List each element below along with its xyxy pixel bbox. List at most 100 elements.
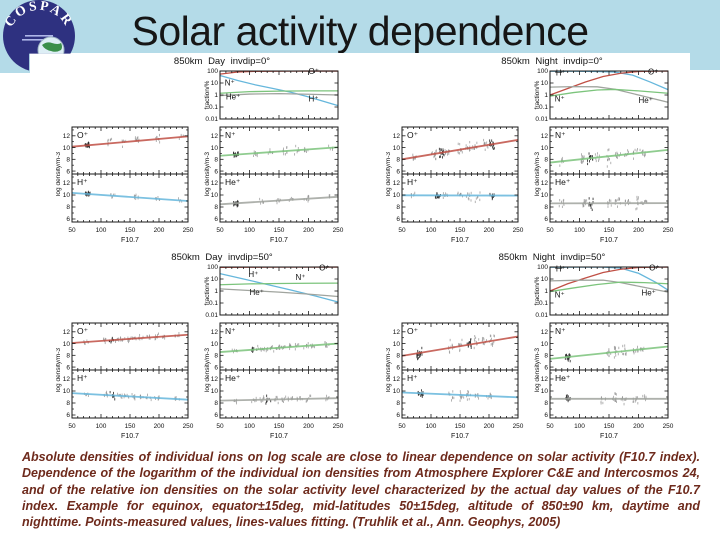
fraction-label-H⁺: H⁺ xyxy=(556,265,566,274)
svg-text:150: 150 xyxy=(125,227,136,234)
svg-text:10: 10 xyxy=(211,145,219,152)
fit-line-N⁺ xyxy=(219,146,339,157)
ion-label-O⁺: O⁺ xyxy=(77,130,89,140)
svg-text:12: 12 xyxy=(211,376,219,383)
subplot-density-O⁺: 12 10 8 6 O⁺ xyxy=(393,126,519,175)
subplot-fraction: 100 10 1 0.1 0.01 O⁺ H⁺ N⁺ He⁺ fraction/% xyxy=(204,67,339,123)
svg-text:100: 100 xyxy=(537,264,548,271)
fraction-label-O⁺: O⁺ xyxy=(649,263,659,272)
svg-text:6: 6 xyxy=(214,168,218,175)
svg-text:100: 100 xyxy=(96,227,107,234)
svg-text:0.1: 0.1 xyxy=(539,104,548,111)
fraction-label-H⁺: H⁺ xyxy=(248,270,258,279)
svg-text:10: 10 xyxy=(541,341,549,348)
svg-text:150: 150 xyxy=(274,423,285,430)
ion-label-N⁺: N⁺ xyxy=(225,326,236,336)
svg-text:8: 8 xyxy=(396,157,400,164)
subplot-density-He⁺: 12 10 8 6 He⁺ xyxy=(541,173,669,223)
subplot-density-O⁺: 12 10 8 6 O⁺ xyxy=(63,126,189,175)
fraction-line-H⁺ xyxy=(219,273,339,303)
svg-text:150: 150 xyxy=(455,227,466,234)
svg-text:1: 1 xyxy=(544,288,548,295)
fraction-label-O⁺: O⁺ xyxy=(309,67,319,76)
subplot-density-N⁺: 12 10 8 6 N⁺ xyxy=(541,126,669,175)
subplot-density-He⁺: 12 10 8 6 He⁺ xyxy=(211,173,339,223)
svg-text:50: 50 xyxy=(398,227,406,234)
subplot-fraction: 100 10 1 0.1 0.01 H⁺ O⁺ He⁺ N⁺ fraction/% xyxy=(534,263,669,319)
svg-text:8: 8 xyxy=(544,353,548,360)
svg-text:200: 200 xyxy=(303,423,314,430)
svg-text:8: 8 xyxy=(544,400,548,407)
xlabel: F10.7 xyxy=(121,237,139,244)
svg-text:6: 6 xyxy=(66,364,70,371)
svg-text:50: 50 xyxy=(546,227,554,234)
svg-text:12: 12 xyxy=(541,329,549,336)
svg-text:10: 10 xyxy=(211,192,219,199)
svg-text:0.1: 0.1 xyxy=(209,300,218,307)
svg-text:12: 12 xyxy=(63,133,71,140)
svg-text:12: 12 xyxy=(211,180,219,187)
fraction-label-H⁺: H⁺ xyxy=(556,69,566,78)
svg-text:8: 8 xyxy=(214,204,218,211)
subplot-density-H⁺: 12 10 8 6 H⁺ xyxy=(393,369,519,419)
ion-label-O⁺: O⁺ xyxy=(407,326,419,336)
xlabel: F10.7 xyxy=(270,433,288,440)
svg-text:10: 10 xyxy=(541,80,549,87)
fit-line-N⁺ xyxy=(549,345,669,360)
subplot-density-N⁺: 12 10 8 6 N⁺ xyxy=(541,322,669,371)
fraction-line-H⁺ xyxy=(219,74,339,107)
subplot-density-He⁺: 12 10 8 6 He⁺ xyxy=(211,369,339,419)
svg-text:12: 12 xyxy=(63,180,71,187)
svg-text:6: 6 xyxy=(66,216,70,223)
subplot-density-O⁺: 12 10 8 6 O⁺ xyxy=(393,322,519,371)
subplot-density-N⁺: 12 10 8 6 N⁺ xyxy=(211,322,339,371)
subplot-density-H⁺: 12 10 8 6 H⁺ xyxy=(63,173,189,223)
svg-text:12: 12 xyxy=(63,376,71,383)
fraction-line-N⁺ xyxy=(219,90,338,94)
density-ylabel-right: log density/m-3 xyxy=(204,152,211,196)
title-band: Solar activity dependence xyxy=(0,0,720,53)
subplot-density-O⁺: 12 10 8 6 O⁺ xyxy=(63,322,189,371)
ion-label-He⁺: He⁺ xyxy=(225,177,241,187)
svg-text:6: 6 xyxy=(396,216,400,223)
svg-text:1: 1 xyxy=(214,92,218,99)
svg-text:100: 100 xyxy=(426,227,437,234)
svg-text:8: 8 xyxy=(214,157,218,164)
svg-text:10: 10 xyxy=(393,192,401,199)
fraction-line-He⁺ xyxy=(219,288,339,298)
svg-text:10: 10 xyxy=(541,145,549,152)
density-ylabel-right: log density/m-3 xyxy=(534,152,541,196)
svg-text:150: 150 xyxy=(125,423,136,430)
svg-text:10: 10 xyxy=(393,388,401,395)
svg-text:0.01: 0.01 xyxy=(535,312,548,319)
fraction-label-He⁺: He⁺ xyxy=(250,288,264,297)
svg-text:6: 6 xyxy=(66,168,70,175)
density-ylabel-left: log density/m-3 xyxy=(386,152,392,196)
fit-line-H⁺ xyxy=(71,392,189,401)
fraction-line-He⁺ xyxy=(219,92,339,97)
svg-text:100: 100 xyxy=(574,423,585,430)
density-ylabel-left: log density/m-3 xyxy=(56,348,62,392)
xlabel: F10.7 xyxy=(451,433,469,440)
ion-label-H⁺: H⁺ xyxy=(77,177,88,187)
fraction-label-N⁺: N⁺ xyxy=(296,273,306,282)
fit-line-N⁺ xyxy=(219,342,339,353)
density-ylabel-right: log density/m-3 xyxy=(534,348,541,392)
svg-text:10: 10 xyxy=(63,192,71,199)
subplot-density-H⁺: 12 10 8 6 H⁺ xyxy=(393,173,519,223)
panel-title: 850km Night invdip=50° xyxy=(499,252,606,263)
svg-text:250: 250 xyxy=(333,227,344,234)
fraction-ylabel: fraction/% xyxy=(204,80,211,109)
fit-line-O⁺ xyxy=(401,139,519,161)
svg-text:100: 100 xyxy=(244,227,255,234)
density-ylabel-left: log density/m-3 xyxy=(386,348,392,392)
svg-text:150: 150 xyxy=(455,423,466,430)
svg-text:1: 1 xyxy=(214,288,218,295)
svg-text:0.01: 0.01 xyxy=(535,116,548,123)
svg-text:8: 8 xyxy=(66,400,70,407)
svg-text:10: 10 xyxy=(63,145,71,152)
fit-line-N⁺ xyxy=(549,149,669,164)
svg-text:200: 200 xyxy=(303,227,314,234)
